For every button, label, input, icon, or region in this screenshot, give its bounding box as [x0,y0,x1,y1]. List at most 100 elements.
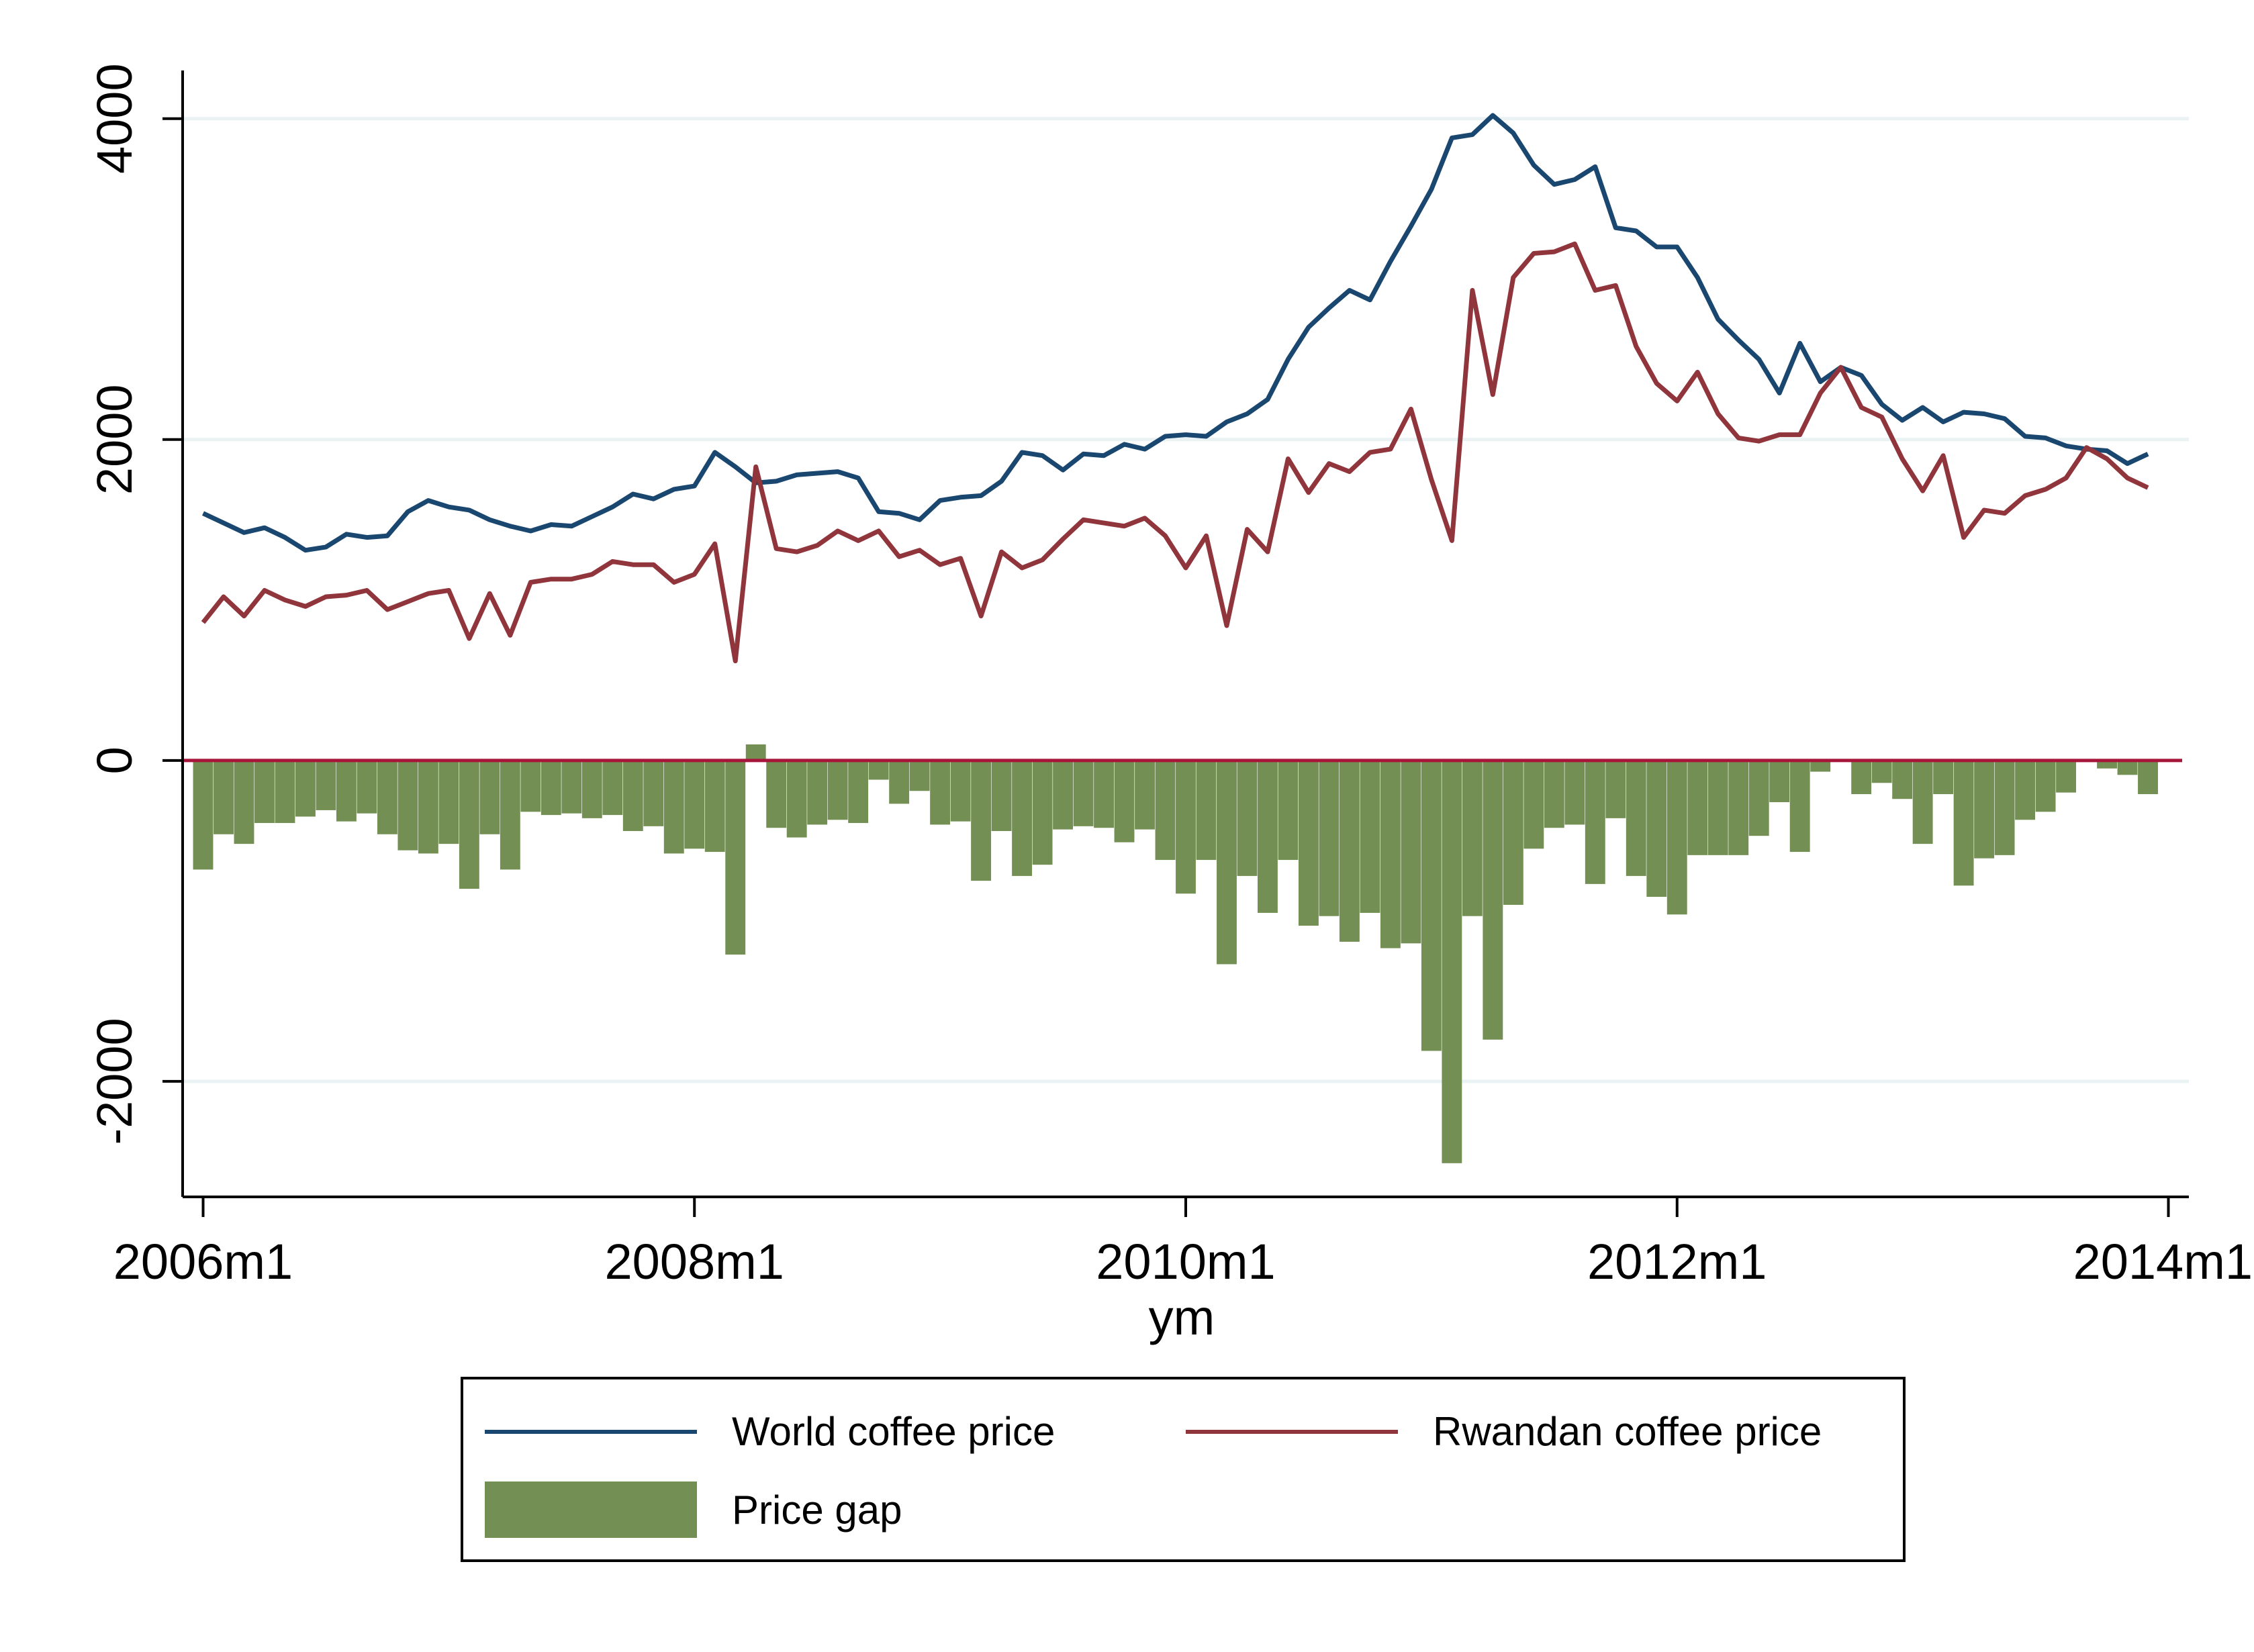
price-gap-bar [2035,760,2056,812]
price-gap-bar [1892,760,1913,799]
price-gap-bar [1155,760,1176,861]
legend-label-gap: Price gap [732,1488,902,1533]
price-gap-bar [602,760,623,816]
price-gap-bar [2097,760,2117,769]
price-gap-bar [1564,760,1585,825]
price-gap-bar [2138,760,2158,795]
price-gap-bar [357,760,377,814]
price-gap-bar [1380,760,1401,949]
legend-label-world: World coffee price [732,1409,1055,1454]
price-gap-bar [2117,760,2138,775]
price-gap-bar [479,760,500,834]
price-gap-bar [1401,760,1421,944]
price-gap-bar [1196,760,1217,861]
price-gap-bar [336,760,357,822]
price-gap-bar [1339,760,1360,942]
price-gap-bar [1707,760,1728,855]
x-tick-label: 2010m1 [1096,1234,1275,1290]
price-gap-bar [1933,760,1954,795]
price-gap-bar [1483,760,1503,1040]
price-gap-bar [971,760,992,881]
price-gap-bar [1851,760,1872,795]
price-gap-bar [418,760,438,854]
price-gap-bar [1912,760,1933,844]
gridlines [183,117,2189,1083]
price-gap-bar [827,760,848,820]
legend-label-rwanda: Rwandan coffee price [1433,1409,1822,1454]
price-gap-bar [1953,760,1974,886]
legend: World coffee price Rwandan coffee price … [461,1377,1906,1562]
price-gap-bar [663,760,684,854]
price-gap-bar [316,760,336,810]
price-gap-bar [950,760,971,822]
price-gap-bar [1605,760,1626,818]
price-gap-bar [1032,760,1053,865]
price-gap-bar [1135,760,1155,830]
price-gap-bar [1073,760,1094,826]
price-gap-bar [2056,760,2077,793]
price-gap-bar [704,760,725,853]
price-gap-bar [1114,760,1135,842]
y-tick-label: 4000 [87,63,142,174]
price-gap-bar [930,760,951,825]
x-tick-label: 2008m1 [605,1234,784,1290]
price-gap-bar [1585,760,1605,884]
price-gap-bar [500,760,520,870]
price-gap-bar [254,760,275,824]
y-tick-label: 2000 [87,384,142,495]
price-gap-bar [1319,760,1340,916]
legend-swatch-gap [485,1481,697,1538]
price-gap-bar [1237,760,1258,876]
price-gap-bar [1748,760,1769,836]
price-gap-bar [438,760,459,844]
price-lines [201,113,2149,664]
price-gap-bar [991,760,1012,832]
price-gap-bar [1012,760,1033,876]
price-gap-bar [1769,760,1790,802]
price-gap-bar [1666,760,1687,915]
price-gap-bar [1462,760,1483,916]
price-gap-bar [909,760,930,791]
price-gap-bar [1871,760,1892,783]
price-gap-bar [1258,760,1278,913]
price-gap-bar [459,760,479,889]
price-gap-bar [1053,760,1074,830]
price-gap-bar [1360,760,1380,913]
y-tick-label: -2000 [87,1018,142,1145]
price-gap-bar [868,760,889,780]
price-gap-bar [541,760,561,816]
price-gap-bar [684,760,705,849]
price-gap-bar [1789,760,1810,853]
price-gap-bar [1974,760,1995,859]
price-gap-bar [1298,760,1319,926]
x-axis-ticks: 2006m1 2008m1 2010m1 2012m1 2014m1 [113,1197,2253,1290]
price-gap-bar [1544,760,1564,828]
x-tick-label: 2012m1 [1587,1234,1767,1290]
price-gap-bar [234,760,254,844]
price-gap-bar [193,760,214,870]
price-gap-bar [275,760,295,824]
price-gap-bar [520,760,541,812]
price-gap-bar [766,760,787,828]
price-gap-bar [848,760,869,824]
x-tick-label: 2006m1 [113,1234,293,1290]
price-gap-bar [377,760,397,834]
price-gap-bar [786,760,807,838]
price-gap-bar [561,760,582,814]
price-gap-bar [1523,760,1544,849]
price-gap-bar [397,760,418,851]
y-axis-ticks: 4000 2000 0 -2000 [87,63,183,1145]
price-gap-bar [725,760,746,955]
rwandan-price-line [201,241,2149,664]
price-gap-bar [581,760,602,818]
price-gap-bar [889,760,910,804]
price-gap-bar [745,744,766,761]
x-axis-title: ym [1149,1290,1215,1345]
price-gap-bar [1687,760,1708,855]
price-gap-bar [295,760,316,817]
price-gap-bar [2015,760,2036,820]
price-gap-bar [1442,760,1462,1163]
price-gap-bar [214,760,234,834]
x-tick-label: 2014m1 [2073,1234,2253,1290]
